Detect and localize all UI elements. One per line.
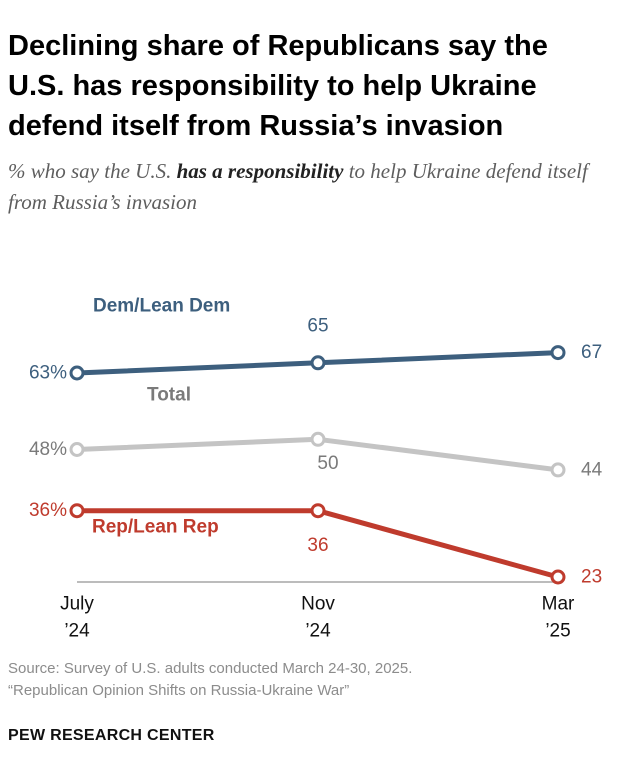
- data-label-rep-1: 36%: [29, 500, 67, 521]
- source-line-1: Source: Survey of U.S. adults conducted …: [8, 660, 413, 677]
- data-point-total-2: [310, 431, 326, 447]
- x-tick-label-3-line-2: ’25: [545, 621, 570, 642]
- subtitle-text-start: % who say the U.S.: [8, 159, 177, 183]
- data-point-total-3: [550, 462, 566, 478]
- data-point-rep-3: [550, 569, 566, 585]
- series-total: 48% 50 44 Total: [29, 385, 603, 481]
- series-name-total: Total: [147, 385, 191, 406]
- x-tick-label-1-line-1: July: [60, 594, 94, 615]
- data-label-rep-2: 36: [307, 535, 328, 556]
- x-tick-label-3-line-1: Mar: [542, 594, 575, 615]
- x-tick-label-2-line-2: ’24: [305, 621, 331, 642]
- data-label-rep-3: 23: [581, 567, 602, 588]
- x-tick-label-2-line-1: Nov: [301, 594, 335, 615]
- chart-title: Declining share of Republicans say the U…: [8, 30, 548, 142]
- data-point-dem-2: [310, 355, 326, 371]
- series-dem: 63% 65 67 Dem/Lean Dem: [29, 296, 602, 384]
- series-rep: 36% 36 23 Rep/Lean Rep: [29, 500, 602, 587]
- data-label-total-3: 44: [581, 459, 603, 480]
- subtitle-emphasis: has a responsibility: [176, 159, 344, 183]
- chart-subtitle: % who say the U.S. has a responsibility …: [8, 156, 608, 218]
- data-point-total-1: [69, 442, 85, 457]
- data-label-dem-2: 65: [307, 315, 328, 336]
- line-chart: 63% 65 67 Dem/Lean Dem 48% 50 44 Total 36% 36 23 Re…: [29, 296, 603, 642]
- source-note: Source: Survey of U.S. adults conducted …: [8, 658, 412, 702]
- data-label-dem-1: 63%: [29, 363, 67, 384]
- x-tick-labels: July ’24 Nov ’24 Mar ’25: [60, 594, 575, 642]
- x-tick-label-1-line-2: ’24: [64, 621, 90, 642]
- data-label-total-1: 48%: [29, 439, 67, 460]
- data-point-rep-2: [310, 503, 326, 519]
- series-group: 63% 65 67 Dem/Lean Dem 48% 50 44 Total 36% 36 23 Re…: [29, 296, 603, 588]
- data-point-dem-1: [69, 365, 85, 381]
- subtitle-text-end: to help Ukraine defend itself from Russi…: [8, 159, 588, 214]
- data-label-total-2: 50: [317, 453, 338, 474]
- data-label-dem-3: 67: [581, 342, 602, 363]
- data-point-dem-3: [550, 345, 566, 361]
- source-line-2: “Republican Opinion Shifts on Russia-Ukr…: [8, 682, 350, 699]
- series-name-dem: Dem/Lean Dem: [93, 296, 230, 317]
- data-point-rep-1: [69, 503, 85, 519]
- pew-logo: PEW RESEARCH CENTER: [8, 727, 215, 744]
- series-name-rep: Rep/Lean Rep: [92, 517, 219, 538]
